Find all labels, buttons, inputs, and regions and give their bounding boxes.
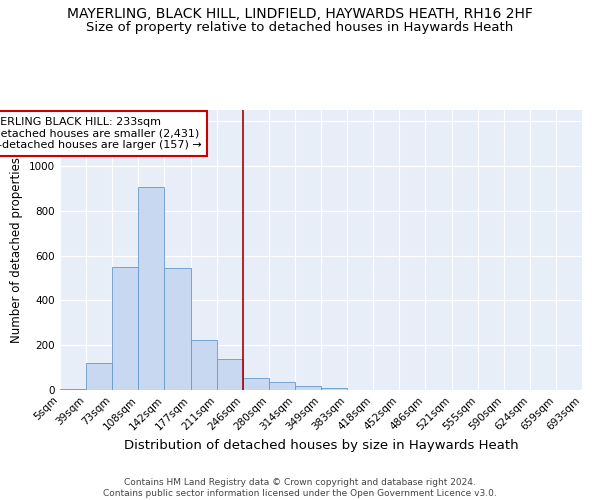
X-axis label: Distribution of detached houses by size in Haywards Heath: Distribution of detached houses by size … bbox=[124, 438, 518, 452]
Text: Contains HM Land Registry data © Crown copyright and database right 2024.
Contai: Contains HM Land Registry data © Crown c… bbox=[103, 478, 497, 498]
Y-axis label: Number of detached properties: Number of detached properties bbox=[10, 157, 23, 343]
Bar bbox=[191, 340, 217, 390]
Text: MAYERLING BLACK HILL: 233sqm
← 94% of detached houses are smaller (2,431)
6% of : MAYERLING BLACK HILL: 233sqm ← 94% of de… bbox=[0, 117, 202, 150]
Bar bbox=[243, 378, 269, 390]
Bar bbox=[60, 389, 86, 390]
Text: MAYERLING, BLACK HILL, LINDFIELD, HAYWARDS HEATH, RH16 2HF: MAYERLING, BLACK HILL, LINDFIELD, HAYWAR… bbox=[67, 8, 533, 22]
Bar bbox=[269, 382, 295, 390]
Bar bbox=[295, 386, 321, 390]
Bar bbox=[86, 363, 112, 390]
Text: Size of property relative to detached houses in Haywards Heath: Size of property relative to detached ho… bbox=[86, 21, 514, 34]
Bar bbox=[164, 268, 191, 390]
Bar bbox=[112, 267, 139, 390]
Bar bbox=[139, 188, 164, 390]
Bar bbox=[217, 358, 243, 390]
Bar bbox=[321, 388, 347, 390]
